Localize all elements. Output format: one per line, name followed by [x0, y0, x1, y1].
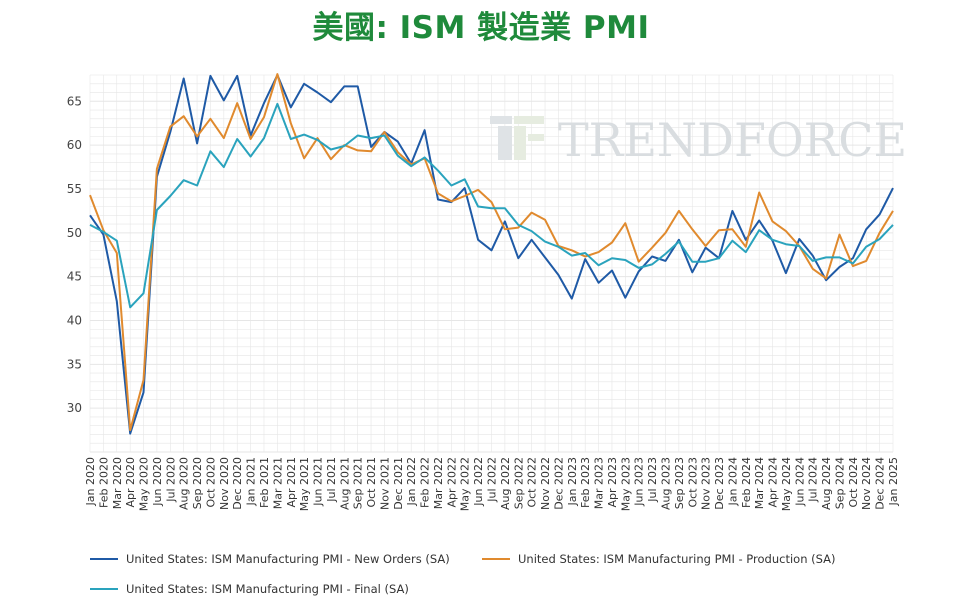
x-tick-label: Jun 2020: [151, 457, 164, 507]
x-tick-label: Dec 2023: [713, 457, 726, 510]
series-lines: [89, 73, 894, 435]
x-tick-label: Jun 2023: [633, 457, 646, 507]
x-tick-label: Dec 2020: [231, 457, 244, 510]
x-axis-ticks: Jan 2020 Feb 2020 Mar 2020 Apr 2020 May 2020…: [84, 457, 900, 511]
y-tick-label: 60: [67, 138, 82, 152]
y-tick-label: 35: [67, 357, 82, 371]
x-tick-label: Apr 2023: [606, 457, 619, 508]
x-tick-label: Nov 2020: [218, 457, 231, 510]
x-tick-label: Jan 2025: [887, 457, 900, 506]
x-tick-label: May 2024: [780, 457, 793, 511]
x-tick-label: Jan 2022: [405, 457, 418, 506]
watermark-logo-icon: [490, 116, 544, 160]
x-tick-label: Jul 2022: [486, 457, 499, 503]
x-tick-label: Jun 2021: [312, 457, 325, 507]
x-tick-label: Aug 2023: [659, 457, 672, 510]
x-tick-label: Apr 2020: [124, 457, 137, 508]
x-tick-label: May 2020: [138, 457, 151, 511]
x-tick-label: Nov 2021: [378, 457, 391, 510]
series-line-new_orders: [89, 74, 894, 435]
x-tick-label: Jan 2023: [566, 457, 579, 506]
x-tick-label: Dec 2021: [392, 457, 405, 510]
x-tick-label: Feb 2022: [419, 457, 432, 508]
x-tick-label: Sep 2024: [833, 457, 846, 509]
chart-title: 美國: ISM 製造業 PMI: [312, 10, 650, 46]
x-tick-label: Nov 2022: [539, 457, 552, 510]
legend-label-final: United States: ISM Manufacturing PMI - F…: [126, 582, 409, 596]
x-tick-label: Apr 2021: [285, 457, 298, 508]
x-tick-label: Mar 2024: [753, 457, 766, 509]
y-tick-label: 65: [67, 94, 82, 108]
x-tick-label: Jun 2022: [472, 457, 485, 507]
x-tick-label: Jul 2021: [325, 457, 338, 503]
x-tick-label: Oct 2021: [365, 457, 378, 508]
x-tick-label: Jun 2024: [793, 457, 806, 507]
x-tick-label: Aug 2022: [499, 457, 512, 510]
x-tick-label: Jan 2024: [726, 457, 739, 506]
x-tick-label: Oct 2024: [847, 457, 860, 508]
x-tick-label: Dec 2024: [874, 457, 887, 510]
series-line-final: [89, 102, 894, 309]
x-tick-label: Feb 2023: [579, 457, 592, 508]
x-tick-label: Jan 2021: [245, 457, 258, 506]
x-tick-label: Jul 2020: [164, 457, 177, 503]
x-tick-label: Feb 2020: [97, 457, 110, 508]
x-tick-label: Sep 2021: [352, 457, 365, 509]
y-tick-label: 45: [67, 270, 82, 284]
x-tick-label: Mar 2023: [593, 457, 606, 509]
x-tick-label: Feb 2021: [258, 457, 271, 508]
x-tick-label: Sep 2023: [673, 457, 686, 509]
x-tick-label: Aug 2021: [338, 457, 351, 510]
x-tick-label: Aug 2024: [820, 457, 833, 510]
legend-label-production: United States: ISM Manufacturing PMI - P…: [518, 552, 836, 566]
x-tick-label: Oct 2020: [204, 457, 217, 508]
series-line-production: [89, 73, 894, 432]
x-tick-label: Aug 2020: [178, 457, 191, 510]
x-tick-label: Sep 2022: [512, 457, 525, 509]
x-tick-label: Oct 2023: [686, 457, 699, 508]
legend: United States: ISM Manufacturing PMI - N…: [90, 552, 836, 596]
y-tick-label: 30: [67, 401, 82, 415]
x-tick-label: Nov 2023: [700, 457, 713, 510]
y-tick-label: 50: [67, 226, 82, 240]
x-tick-label: May 2022: [459, 457, 472, 511]
watermark: TRENDFORCE: [558, 113, 907, 167]
x-tick-label: Oct 2022: [526, 457, 539, 508]
grid: [89, 74, 894, 453]
x-tick-label: Sep 2020: [191, 457, 204, 509]
legend-label-new_orders: United States: ISM Manufacturing PMI - N…: [126, 552, 450, 566]
x-tick-label: Apr 2024: [767, 457, 780, 508]
x-tick-label: Jul 2024: [807, 457, 820, 503]
x-tick-label: Feb 2024: [740, 457, 753, 508]
x-tick-label: Mar 2022: [432, 457, 445, 509]
x-tick-label: Dec 2022: [552, 457, 565, 510]
x-tick-label: Mar 2020: [111, 457, 124, 509]
y-axis-ticks: 30 35 40 45 50 55 60 65: [67, 94, 82, 415]
x-tick-label: Mar 2021: [271, 457, 284, 509]
x-tick-label: May 2023: [619, 457, 632, 511]
x-tick-label: Jan 2020: [84, 457, 97, 506]
x-tick-label: May 2021: [298, 457, 311, 511]
y-tick-label: 40: [67, 313, 82, 327]
y-tick-label: 55: [67, 182, 82, 196]
x-tick-label: Jul 2023: [646, 457, 659, 503]
x-tick-label: Nov 2024: [860, 457, 873, 510]
x-tick-label: Apr 2022: [445, 457, 458, 508]
